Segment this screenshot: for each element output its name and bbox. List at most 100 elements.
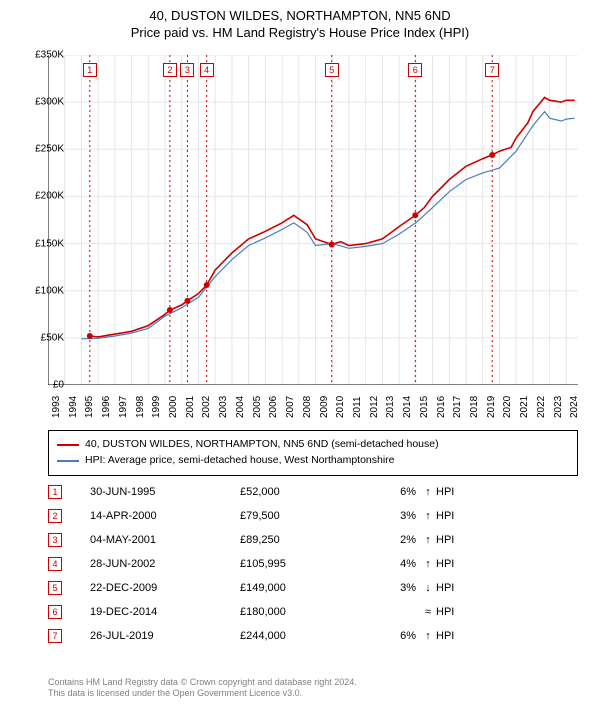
row-diff: 6% bbox=[360, 630, 420, 642]
row-hpi: HPI bbox=[436, 510, 476, 522]
x-tick-label: 2024 bbox=[569, 396, 580, 418]
x-tick-label: 2018 bbox=[469, 396, 480, 418]
x-tick-label: 2014 bbox=[402, 396, 413, 418]
table-row: 304-MAY-2001£89,2502%↑HPI bbox=[48, 528, 578, 552]
row-diff: 3% bbox=[360, 582, 420, 594]
row-price: £244,000 bbox=[240, 630, 360, 642]
table-row: 4 28-JUN-2002£105,9954%↑HPI bbox=[48, 552, 578, 576]
legend-swatch bbox=[57, 444, 79, 446]
legend-label: HPI: Average price, semi-detached house,… bbox=[85, 453, 395, 469]
x-tick-label: 2005 bbox=[252, 396, 263, 418]
x-tick-label: 2017 bbox=[452, 396, 463, 418]
chart-marker-2: 2 bbox=[163, 63, 177, 77]
x-tick-label: 2012 bbox=[369, 396, 380, 418]
table-row: 214-APR-2000£79,5003%↑HPI bbox=[48, 504, 578, 528]
row-price: £89,250 bbox=[240, 534, 360, 546]
table-row: 619-DEC-2014£180,000≈HPI bbox=[48, 600, 578, 624]
row-date: 30-JUN-1995 bbox=[90, 486, 240, 498]
table-row: 5 22-DEC-2009£149,0003%↓HPI bbox=[48, 576, 578, 600]
x-tick-label: 2006 bbox=[268, 396, 279, 418]
chart-marker-5: 5 bbox=[325, 63, 339, 77]
row-price: £105,995 bbox=[240, 558, 360, 570]
chart-title: 40, DUSTON WILDES, NORTHAMPTON, NN5 6ND … bbox=[0, 0, 600, 42]
row-date: 28-JUN-2002 bbox=[90, 558, 240, 570]
x-tick-label: 2004 bbox=[235, 396, 246, 418]
x-tick-label: 1997 bbox=[118, 396, 129, 418]
x-tick-label: 1994 bbox=[68, 396, 79, 418]
table-row: 7 26-JUL-2019£244,0006%↑HPI bbox=[48, 624, 578, 648]
x-tick-label: 2020 bbox=[502, 396, 513, 418]
row-diff: 4% bbox=[360, 558, 420, 570]
chart-marker-1: 1 bbox=[83, 63, 97, 77]
y-tick-label: £0 bbox=[20, 380, 64, 391]
x-tick-label: 1996 bbox=[101, 396, 112, 418]
x-tick-label: 2002 bbox=[201, 396, 212, 418]
legend-swatch bbox=[57, 460, 79, 462]
title-line1: 40, DUSTON WILDES, NORTHAMPTON, NN5 6ND bbox=[0, 8, 600, 25]
row-marker: 1 bbox=[48, 485, 62, 499]
x-tick-label: 1998 bbox=[135, 396, 146, 418]
footer-line1: Contains HM Land Registry data © Crown c… bbox=[48, 677, 357, 689]
row-arrow-icon: ↑ bbox=[420, 486, 436, 498]
row-marker: 3 bbox=[48, 533, 62, 547]
legend-item: 40, DUSTON WILDES, NORTHAMPTON, NN5 6ND … bbox=[57, 437, 569, 453]
footer-line2: This data is licensed under the Open Gov… bbox=[48, 688, 357, 700]
x-tick-label: 1999 bbox=[151, 396, 162, 418]
x-tick-label: 2000 bbox=[168, 396, 179, 418]
x-tick-label: 2003 bbox=[218, 396, 229, 418]
chart-marker-3: 3 bbox=[180, 63, 194, 77]
x-tick-label: 2010 bbox=[335, 396, 346, 418]
row-arrow-icon: ↑ bbox=[420, 534, 436, 546]
row-price: £52,000 bbox=[240, 486, 360, 498]
row-price: £180,000 bbox=[240, 606, 360, 618]
y-tick-label: £150K bbox=[20, 238, 64, 249]
y-tick-label: £300K bbox=[20, 97, 64, 108]
row-hpi: HPI bbox=[436, 534, 476, 546]
x-tick-label: 2007 bbox=[285, 396, 296, 418]
legend: 40, DUSTON WILDES, NORTHAMPTON, NN5 6ND … bbox=[48, 430, 578, 476]
row-hpi: HPI bbox=[436, 582, 476, 594]
row-hpi: HPI bbox=[436, 630, 476, 642]
row-marker: 6 bbox=[48, 605, 62, 619]
x-tick-label: 2022 bbox=[536, 396, 547, 418]
y-tick-label: £250K bbox=[20, 144, 64, 155]
legend-item: HPI: Average price, semi-detached house,… bbox=[57, 453, 569, 469]
row-arrow-icon: ↓ bbox=[420, 582, 436, 594]
title-line2: Price paid vs. HM Land Registry's House … bbox=[0, 25, 600, 42]
x-tick-label: 2019 bbox=[486, 396, 497, 418]
row-date: 14-APR-2000 bbox=[90, 510, 240, 522]
row-marker: 4 bbox=[48, 557, 62, 571]
transactions-table: 130-JUN-1995£52,0006%↑HPI214-APR-2000£79… bbox=[48, 480, 578, 648]
x-tick-label: 2001 bbox=[185, 396, 196, 418]
row-date: 19-DEC-2014 bbox=[90, 606, 240, 618]
row-arrow-icon: ↑ bbox=[420, 630, 436, 642]
row-marker: 2 bbox=[48, 509, 62, 523]
row-price: £79,500 bbox=[240, 510, 360, 522]
chart-container: 40, DUSTON WILDES, NORTHAMPTON, NN5 6ND … bbox=[0, 0, 600, 710]
row-diff: 6% bbox=[360, 486, 420, 498]
row-hpi: HPI bbox=[436, 486, 476, 498]
row-price: £149,000 bbox=[240, 582, 360, 594]
row-date: 04-MAY-2001 bbox=[90, 534, 240, 546]
table-row: 1 30-JUN-1995£52,0006%↑HPI bbox=[48, 480, 578, 504]
row-hpi: HPI bbox=[436, 606, 476, 618]
footer: Contains HM Land Registry data © Crown c… bbox=[48, 677, 357, 700]
row-date: 26-JUL-2019 bbox=[90, 630, 240, 642]
row-hpi: HPI bbox=[436, 558, 476, 570]
x-tick-label: 2013 bbox=[385, 396, 396, 418]
row-diff: 3% bbox=[360, 510, 420, 522]
x-tick-label: 1993 bbox=[51, 396, 62, 418]
x-tick-label: 2021 bbox=[519, 396, 530, 418]
y-tick-label: £50K bbox=[20, 332, 64, 343]
y-tick-label: £100K bbox=[20, 285, 64, 296]
chart-marker-6: 6 bbox=[408, 63, 422, 77]
row-marker: 7 bbox=[48, 629, 62, 643]
row-arrow-icon: ↑ bbox=[420, 558, 436, 570]
x-tick-label: 2016 bbox=[436, 396, 447, 418]
chart-marker-4: 4 bbox=[200, 63, 214, 77]
row-marker: 5 bbox=[48, 581, 62, 595]
x-tick-label: 2008 bbox=[302, 396, 313, 418]
chart-svg bbox=[48, 55, 578, 385]
x-tick-label: 2023 bbox=[553, 396, 564, 418]
row-date: 22-DEC-2009 bbox=[90, 582, 240, 594]
